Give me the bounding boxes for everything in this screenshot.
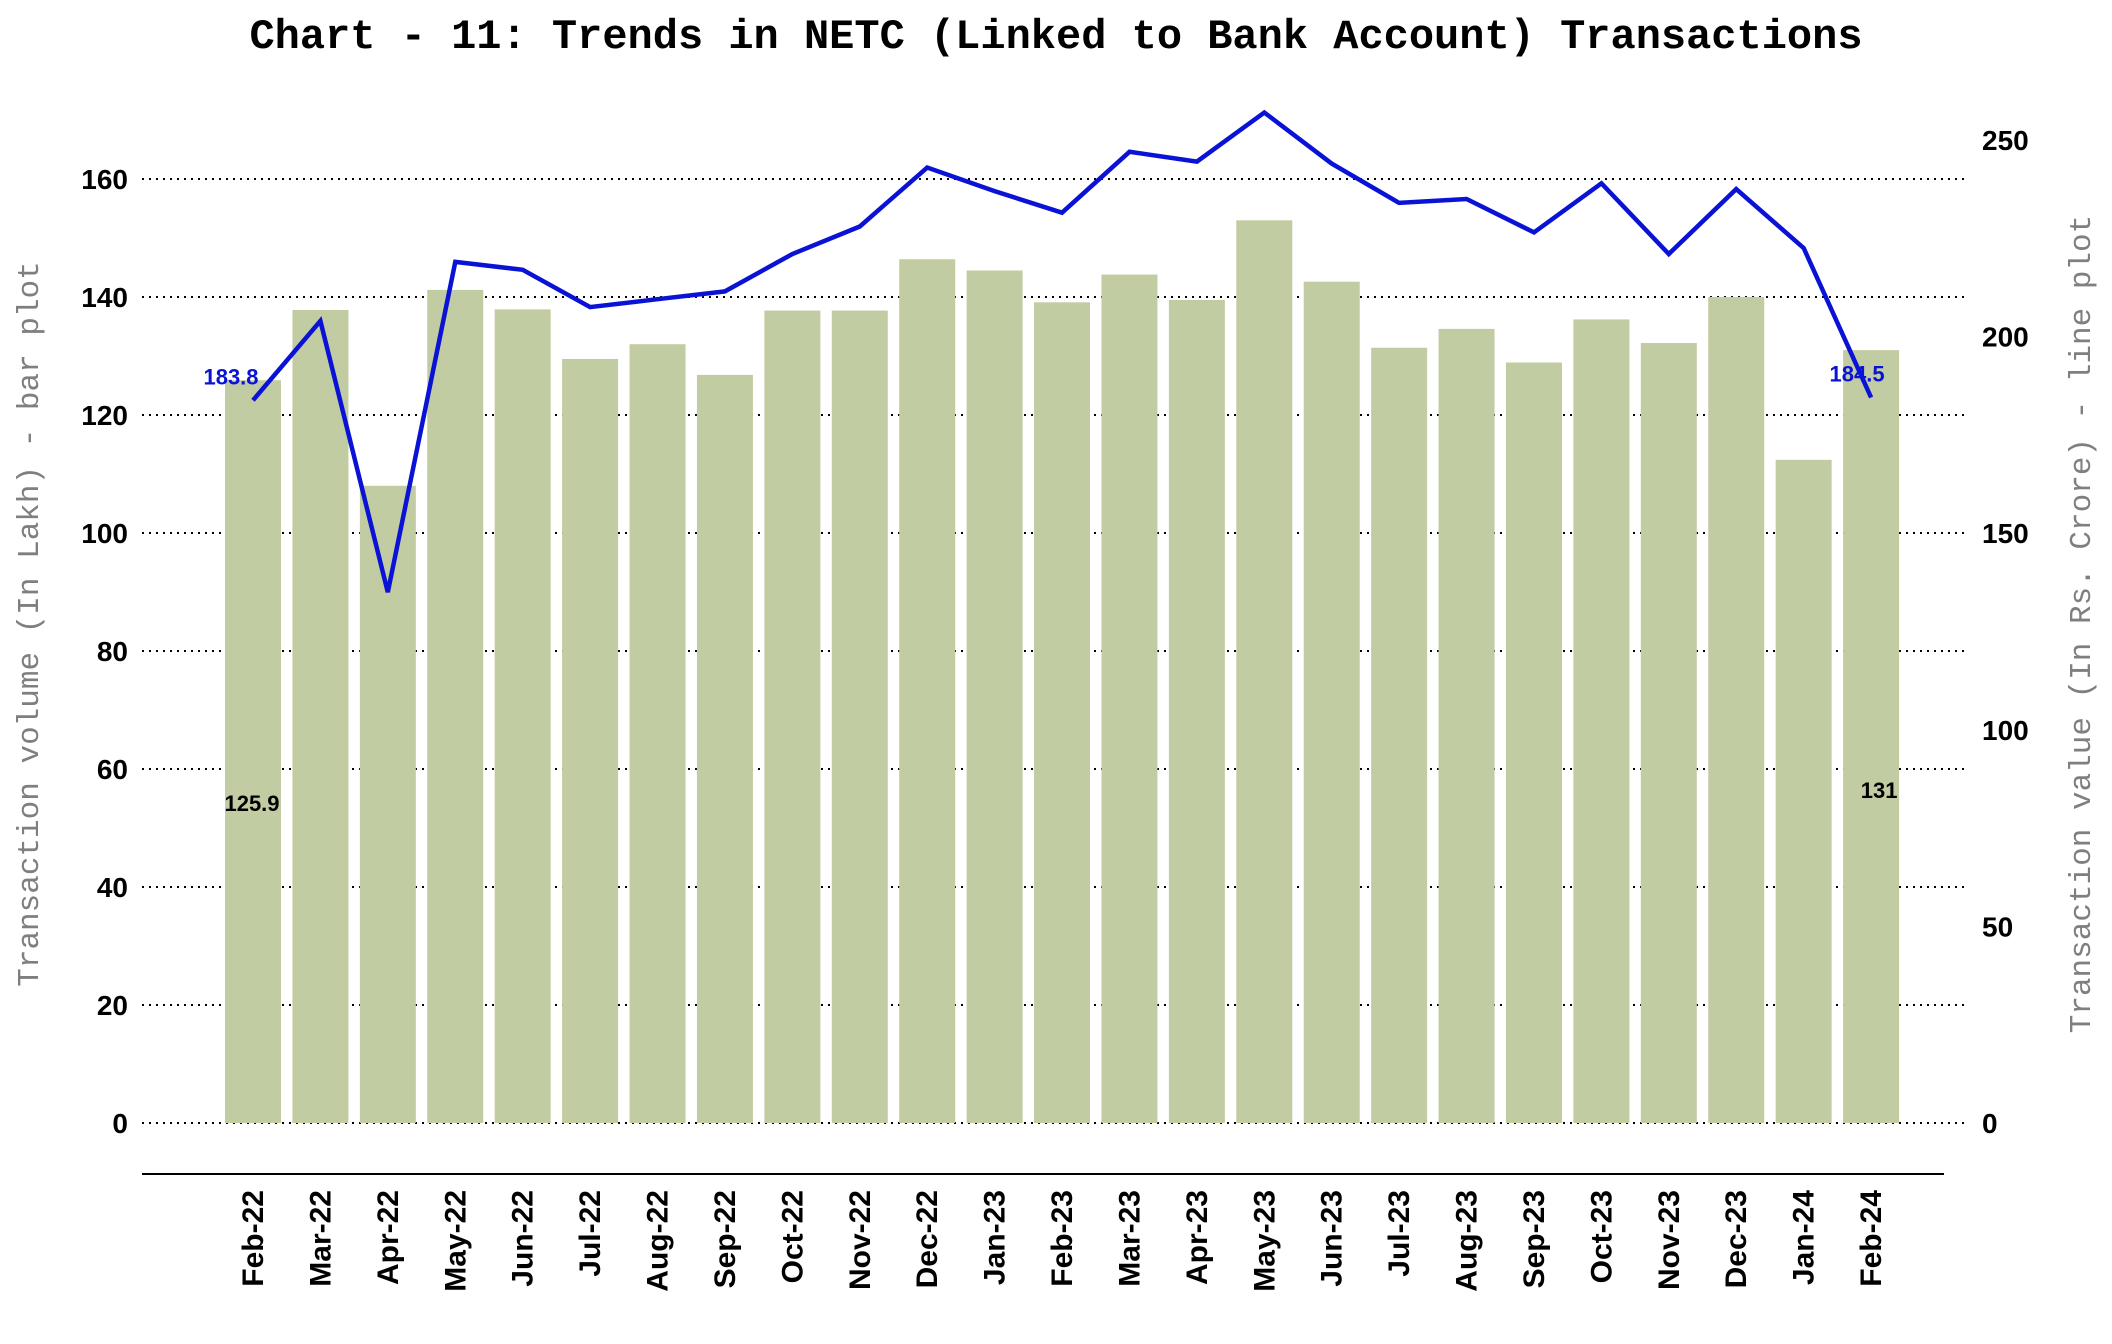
x-axis: Feb-22 Mar-22 Apr-22 May-22 Jun-22 Jul-22 Aug-… bbox=[142, 1173, 1944, 1292]
x-tick-label: Nov-22 bbox=[844, 1190, 877, 1290]
bar bbox=[1371, 347, 1428, 1123]
bar bbox=[292, 309, 349, 1124]
bar bbox=[629, 344, 686, 1123]
bar bbox=[1708, 297, 1765, 1123]
bar bbox=[562, 358, 619, 1123]
x-tick-label: Aug-22 bbox=[642, 1190, 675, 1292]
y-left-tick-label: 20 bbox=[97, 990, 128, 1021]
y-right-tick-label: 50 bbox=[1982, 911, 2013, 942]
y-axis-right-title: Transaction value (In Rs. Crore) - line … bbox=[2065, 215, 2100, 1034]
x-tick-label: Sep-23 bbox=[1518, 1190, 1551, 1288]
y-left-tick-label: 160 bbox=[81, 164, 128, 195]
chart-title: Chart - 11: Trends in NETC (Linked to Ba… bbox=[249, 13, 1862, 61]
line-data-label: 183.8 bbox=[203, 364, 258, 389]
y-axis-right: 0 50 100 150 200 250 bbox=[1982, 125, 2029, 1139]
bar bbox=[1775, 459, 1832, 1124]
bar bbox=[1303, 281, 1360, 1123]
line-series bbox=[251, 109, 1874, 593]
y-right-tick-label: 0 bbox=[1982, 1108, 1998, 1139]
y-left-tick-label: 100 bbox=[81, 518, 128, 549]
y-left-tick-label: 40 bbox=[97, 872, 128, 903]
x-tick-label: Feb-23 bbox=[1046, 1190, 1079, 1287]
x-tick-label: Nov-23 bbox=[1653, 1190, 1686, 1290]
y-left-tick-label: 0 bbox=[112, 1108, 128, 1139]
x-tick-label: Mar-22 bbox=[304, 1190, 337, 1287]
x-tick-label: Jun-23 bbox=[1316, 1190, 1349, 1287]
bar bbox=[764, 310, 821, 1123]
x-tick-label: Jun-22 bbox=[507, 1190, 540, 1287]
x-tick-label: May-23 bbox=[1248, 1190, 1281, 1292]
x-tick-label: Mar-23 bbox=[1113, 1190, 1146, 1287]
x-tick-label: Feb-22 bbox=[237, 1190, 270, 1287]
bar bbox=[427, 289, 484, 1123]
bar bbox=[1640, 343, 1697, 1123]
bar bbox=[225, 380, 281, 1123]
y-right-tick-label: 150 bbox=[1982, 518, 2029, 549]
bar bbox=[696, 374, 753, 1123]
bar bbox=[1168, 299, 1225, 1123]
y-left-tick-label: 60 bbox=[97, 754, 128, 785]
x-tick-label: Dec-22 bbox=[911, 1190, 944, 1288]
y-right-tick-label: 200 bbox=[1982, 322, 2029, 353]
x-tick-label: Oct-22 bbox=[776, 1190, 809, 1283]
bar-data-label: 131 bbox=[1861, 778, 1898, 803]
y-axis-left-title: Transaction volume (In Lakh) - bar plot bbox=[13, 261, 48, 987]
x-tick-label: Jan-24 bbox=[1788, 1190, 1821, 1285]
x-tick-label: May-22 bbox=[439, 1190, 472, 1292]
data-labels: 125.9 131 183.8 184.5 bbox=[203, 362, 1897, 816]
bar bbox=[1034, 302, 1091, 1123]
line-data-label: 184.5 bbox=[1830, 362, 1885, 387]
bar bbox=[1843, 350, 1900, 1124]
y-right-tick-label: 100 bbox=[1982, 715, 2029, 746]
y-left-tick-label: 120 bbox=[81, 400, 128, 431]
x-tick-label: Feb-24 bbox=[1855, 1190, 1888, 1287]
bar-series bbox=[225, 220, 1900, 1124]
x-tick-label: Apr-22 bbox=[372, 1190, 405, 1285]
bar bbox=[1438, 328, 1495, 1123]
bar bbox=[1101, 274, 1158, 1124]
bar bbox=[831, 310, 888, 1123]
x-tick-label: Aug-23 bbox=[1451, 1190, 1484, 1292]
x-tick-label: Jul-22 bbox=[574, 1190, 607, 1277]
x-tick-label: Jan-23 bbox=[979, 1190, 1012, 1285]
bar bbox=[1236, 220, 1293, 1124]
y-axis-left: 0 20 40 60 80 100 120 140 160 bbox=[81, 164, 128, 1139]
bar bbox=[1573, 319, 1630, 1123]
x-tick-label: Oct-23 bbox=[1585, 1190, 1618, 1283]
x-tick-label: Dec-23 bbox=[1720, 1190, 1753, 1288]
y-right-tick-label: 250 bbox=[1982, 125, 2029, 156]
bar-data-label: 125.9 bbox=[224, 791, 279, 816]
value-line bbox=[251, 109, 1874, 593]
x-tick-label: Jul-23 bbox=[1383, 1190, 1416, 1277]
x-tick-label: Apr-23 bbox=[1181, 1190, 1214, 1285]
bar bbox=[966, 270, 1023, 1123]
y-left-tick-label: 80 bbox=[97, 636, 128, 667]
bar bbox=[1505, 362, 1562, 1123]
bar bbox=[899, 259, 956, 1123]
y-left-tick-label: 140 bbox=[81, 282, 128, 313]
x-tick-label: Sep-22 bbox=[709, 1190, 742, 1288]
bar bbox=[494, 309, 551, 1123]
